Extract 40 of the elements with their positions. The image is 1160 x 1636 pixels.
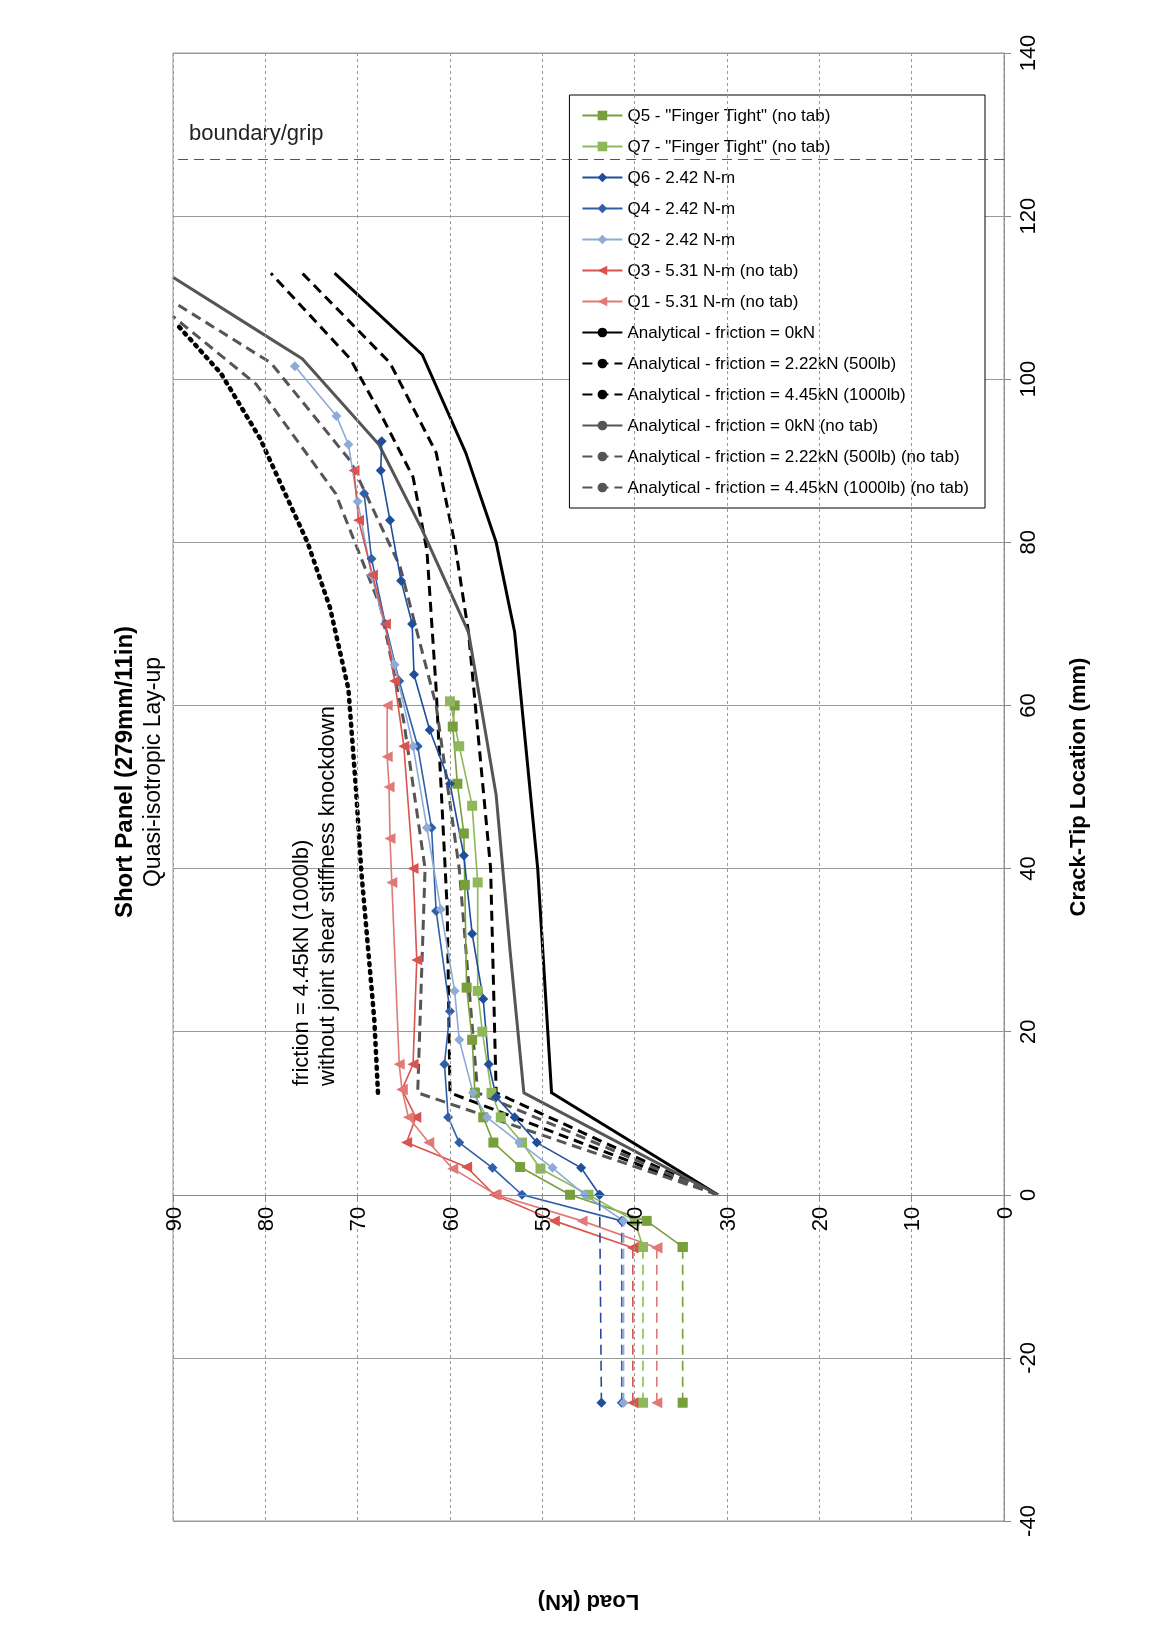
- annotation: without joint shear stiffness knockdown: [313, 706, 339, 1087]
- x-tick-label: 30: [714, 1206, 740, 1232]
- x-tick-label: 70: [345, 1206, 371, 1232]
- legend-label: Q2 - 2.42 N-m: [627, 230, 736, 249]
- y-tick-label: -40: [1014, 1505, 1040, 1537]
- legend-label: Q6 - 2.42 N-m: [627, 168, 736, 187]
- legend-label: Analytical - friction = 0kN (no tab): [627, 416, 879, 435]
- legend-label: Analytical - friction = 0kN: [627, 323, 815, 342]
- x-tick-label: 0: [991, 1206, 1017, 1220]
- ref-line-label: boundary/grip: [189, 119, 324, 145]
- y-tick-label: 0: [1014, 1188, 1040, 1201]
- legend-label: Analytical - friction = 2.22kN (500lb): [627, 354, 897, 373]
- annotation: friction = 4.45kN (1000lb): [287, 839, 313, 1086]
- legend-label: Analytical - friction = 2.22kN (500lb) (no tab): [627, 447, 960, 466]
- x-tick-label: 10: [899, 1206, 925, 1232]
- x-tick-label: 90: [160, 1206, 186, 1232]
- x-axis-title: Load (kN): [537, 1589, 640, 1615]
- y-tick-label: 60: [1014, 693, 1040, 718]
- legend-label: Q5 - "Finger Tight" (no tab): [627, 106, 831, 125]
- y-axis-title: Crack-Tip Location (mm): [1064, 657, 1090, 917]
- y-tick-label: 20: [1014, 1019, 1040, 1044]
- x-tick-label: 50: [529, 1206, 555, 1232]
- y-tick-label: 100: [1014, 360, 1040, 398]
- legend-label: Q4 - 2.42 N-m: [627, 199, 736, 218]
- legend-label: Q1 - 5.31 N-m (no tab): [627, 292, 799, 311]
- x-tick-label: 80: [252, 1206, 278, 1232]
- y-tick-label: 80: [1014, 530, 1040, 555]
- x-tick-label: 40: [622, 1206, 648, 1232]
- y-tick-label: 120: [1014, 197, 1040, 235]
- x-tick-label: 60: [437, 1206, 463, 1232]
- legend-label: Q3 - 5.31 N-m (no tab): [627, 261, 799, 280]
- legend-label: Q7 - "Finger Tight" (no tab): [627, 137, 831, 156]
- text: Short Panel (279mm/11in): [109, 625, 137, 919]
- y-tick-label: 40: [1014, 856, 1040, 881]
- text: Quasi-isotropic Lay-up: [139, 656, 165, 888]
- y-tick-label: -20: [1014, 1341, 1040, 1374]
- legend-label: Analytical - friction = 4.45kN (1000lb) (no tab): [627, 478, 969, 497]
- y-tick-label: 140: [1014, 34, 1040, 72]
- legend-label: Analytical - friction = 4.45kN (1000lb): [627, 385, 906, 404]
- x-tick-label: 20: [806, 1206, 832, 1232]
